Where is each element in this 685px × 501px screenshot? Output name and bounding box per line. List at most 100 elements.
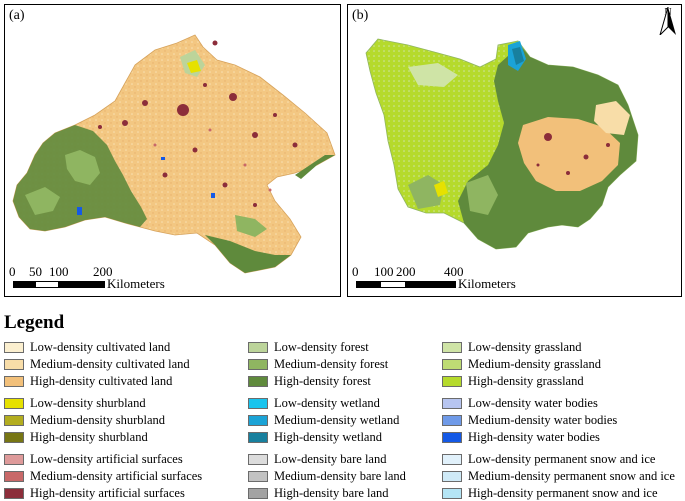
legend-item-artificial: High-density artificial surfaces bbox=[4, 486, 185, 501]
scale-bar-b: 0 100 200 400 Kilometers bbox=[352, 264, 592, 291]
legend-label: Low-density water bodies bbox=[468, 396, 598, 410]
legend-title: Legend bbox=[4, 312, 65, 333]
legend-swatch bbox=[248, 432, 268, 443]
legend-swatch bbox=[442, 376, 462, 387]
scale-tick: 200 bbox=[93, 264, 113, 279]
legend-label: Low-density shurbland bbox=[30, 396, 146, 410]
legend-swatch bbox=[248, 454, 268, 465]
legend-label: High-density artificial surfaces bbox=[30, 486, 185, 500]
legend-label: Low-density artificial surfaces bbox=[30, 452, 183, 466]
legend-item-shurbland: High-density shurbland bbox=[4, 430, 148, 445]
legend-swatch bbox=[4, 376, 24, 387]
legend-item-cultivated: Low-density cultivated land bbox=[4, 340, 170, 355]
scale-tick: 50 bbox=[29, 264, 42, 279]
legend-swatch bbox=[442, 488, 462, 499]
map-a-landcover bbox=[12, 34, 336, 274]
legend-item-snow: Medium-density permanent snow and ice bbox=[442, 469, 675, 484]
legend-swatch bbox=[248, 376, 268, 387]
forest-south-a bbox=[205, 235, 291, 273]
legend-item-artificial: Low-density artificial surfaces bbox=[4, 452, 183, 467]
north-arrow-icon: N bbox=[659, 7, 677, 49]
scale-tick: 200 bbox=[396, 264, 416, 279]
legend-item-forest: Low-density forest bbox=[248, 340, 369, 355]
legend-label: High-density grassland bbox=[468, 374, 584, 388]
legend-item-bare: Medium-density bare land bbox=[248, 469, 406, 484]
legend-swatch bbox=[442, 471, 462, 482]
legend-label: Medium-density artificial surfaces bbox=[30, 469, 203, 483]
legend-label: Low-density grassland bbox=[468, 340, 582, 354]
scale-unit: Kilometers bbox=[107, 276, 165, 291]
legend-item-grassland: Low-density grassland bbox=[442, 340, 582, 355]
legend-swatch bbox=[4, 454, 24, 465]
scale-bar-a: 0 50 100 200 Kilometers bbox=[9, 264, 249, 291]
legend-swatch bbox=[442, 454, 462, 465]
legend-swatch bbox=[442, 342, 462, 353]
legend-swatch bbox=[4, 471, 24, 482]
legend-swatch bbox=[4, 488, 24, 499]
legend-label: High-density wetland bbox=[274, 430, 382, 444]
legend-label: High-density cultivated land bbox=[30, 374, 173, 388]
scale-tick: 100 bbox=[374, 264, 394, 279]
legend-swatch bbox=[442, 398, 462, 409]
legend-label: High-density shurbland bbox=[30, 430, 148, 444]
legend-label: Medium-density wetland bbox=[274, 413, 400, 427]
legend-item-bare: High-density bare land bbox=[248, 486, 389, 501]
legend-swatch bbox=[4, 432, 24, 443]
legend-item-forest: High-density forest bbox=[248, 374, 371, 389]
scale-tick: 0 bbox=[9, 264, 16, 279]
legend-label: Medium-density cultivated land bbox=[30, 357, 190, 371]
legend-item-shurbland: Low-density shurbland bbox=[4, 396, 146, 411]
scale-tick: 100 bbox=[49, 264, 69, 279]
legend-item-shurbland: Medium-density shurbland bbox=[4, 413, 165, 428]
legend-item-grassland: High-density grassland bbox=[442, 374, 584, 389]
legend-label: Medium-density grassland bbox=[468, 357, 601, 371]
legend-item-wetland: Medium-density wetland bbox=[248, 413, 399, 428]
legend-item-water: Medium-density water bodies bbox=[442, 413, 617, 428]
legend-item-cultivated: High-density cultivated land bbox=[4, 374, 172, 389]
legend-swatch bbox=[248, 342, 268, 353]
map-panel-b: (b) N 0 100 200 400 Kilometers bbox=[347, 4, 682, 297]
legend-label: High-density permanent snow and ice bbox=[468, 486, 658, 500]
legend-swatch bbox=[4, 398, 24, 409]
legend-label: High-density forest bbox=[274, 374, 371, 388]
legend-item-bare: Low-density bare land bbox=[248, 452, 386, 467]
legend-swatch bbox=[248, 398, 268, 409]
legend-item-forest: Medium-density forest bbox=[248, 357, 388, 372]
legend-swatch bbox=[4, 342, 24, 353]
legend-item-wetland: Low-density wetland bbox=[248, 396, 380, 411]
legend-label: Medium-density water bodies bbox=[468, 413, 618, 427]
legend-swatch bbox=[442, 359, 462, 370]
map-panel-a: (a) 0 50 100 200 Kilometers bbox=[4, 4, 341, 297]
legend-label: Medium-density shurbland bbox=[30, 413, 166, 427]
legend-label: Low-density wetland bbox=[274, 396, 380, 410]
legend-swatch bbox=[248, 359, 268, 370]
legend-label: Low-density bare land bbox=[274, 452, 387, 466]
legend-item-cultivated: Medium-density cultivated land bbox=[4, 357, 190, 372]
legend-swatch bbox=[248, 415, 268, 426]
legend-item-water: Low-density water bodies bbox=[442, 396, 598, 411]
legend-label: High-density bare land bbox=[274, 486, 389, 500]
legend-item-grassland: Medium-density grassland bbox=[442, 357, 601, 372]
legend-label: Low-density cultivated land bbox=[30, 340, 171, 354]
legend-label: Low-density forest bbox=[274, 340, 369, 354]
legend-label: Medium-density bare land bbox=[274, 469, 406, 483]
legend-swatch bbox=[4, 415, 24, 426]
legend-item-water: High-density water bodies bbox=[442, 430, 600, 445]
legend-item-artificial: Medium-density artificial surfaces bbox=[4, 469, 202, 484]
legend-item-snow: High-density permanent snow and ice bbox=[442, 486, 658, 501]
legend-item-snow: Low-density permanent snow and ice bbox=[442, 452, 655, 467]
legend-item-wetland: High-density wetland bbox=[248, 430, 382, 445]
scale-unit: Kilometers bbox=[458, 276, 516, 291]
panel-b-label: (b) bbox=[352, 8, 369, 23]
legend-swatch bbox=[248, 488, 268, 499]
basin-cultivated-b bbox=[518, 117, 620, 191]
legend-swatch bbox=[248, 471, 268, 482]
legend-label: High-density water bodies bbox=[468, 430, 600, 444]
legend-label: Medium-density forest bbox=[274, 357, 389, 371]
panel-a-label: (a) bbox=[9, 8, 25, 23]
legend-label: Medium-density permanent snow and ice bbox=[468, 469, 675, 483]
scale-tick: 0 bbox=[352, 264, 359, 279]
legend-label: Low-density permanent snow and ice bbox=[468, 452, 656, 466]
legend-swatch bbox=[442, 432, 462, 443]
scale-tick: 400 bbox=[444, 264, 464, 279]
